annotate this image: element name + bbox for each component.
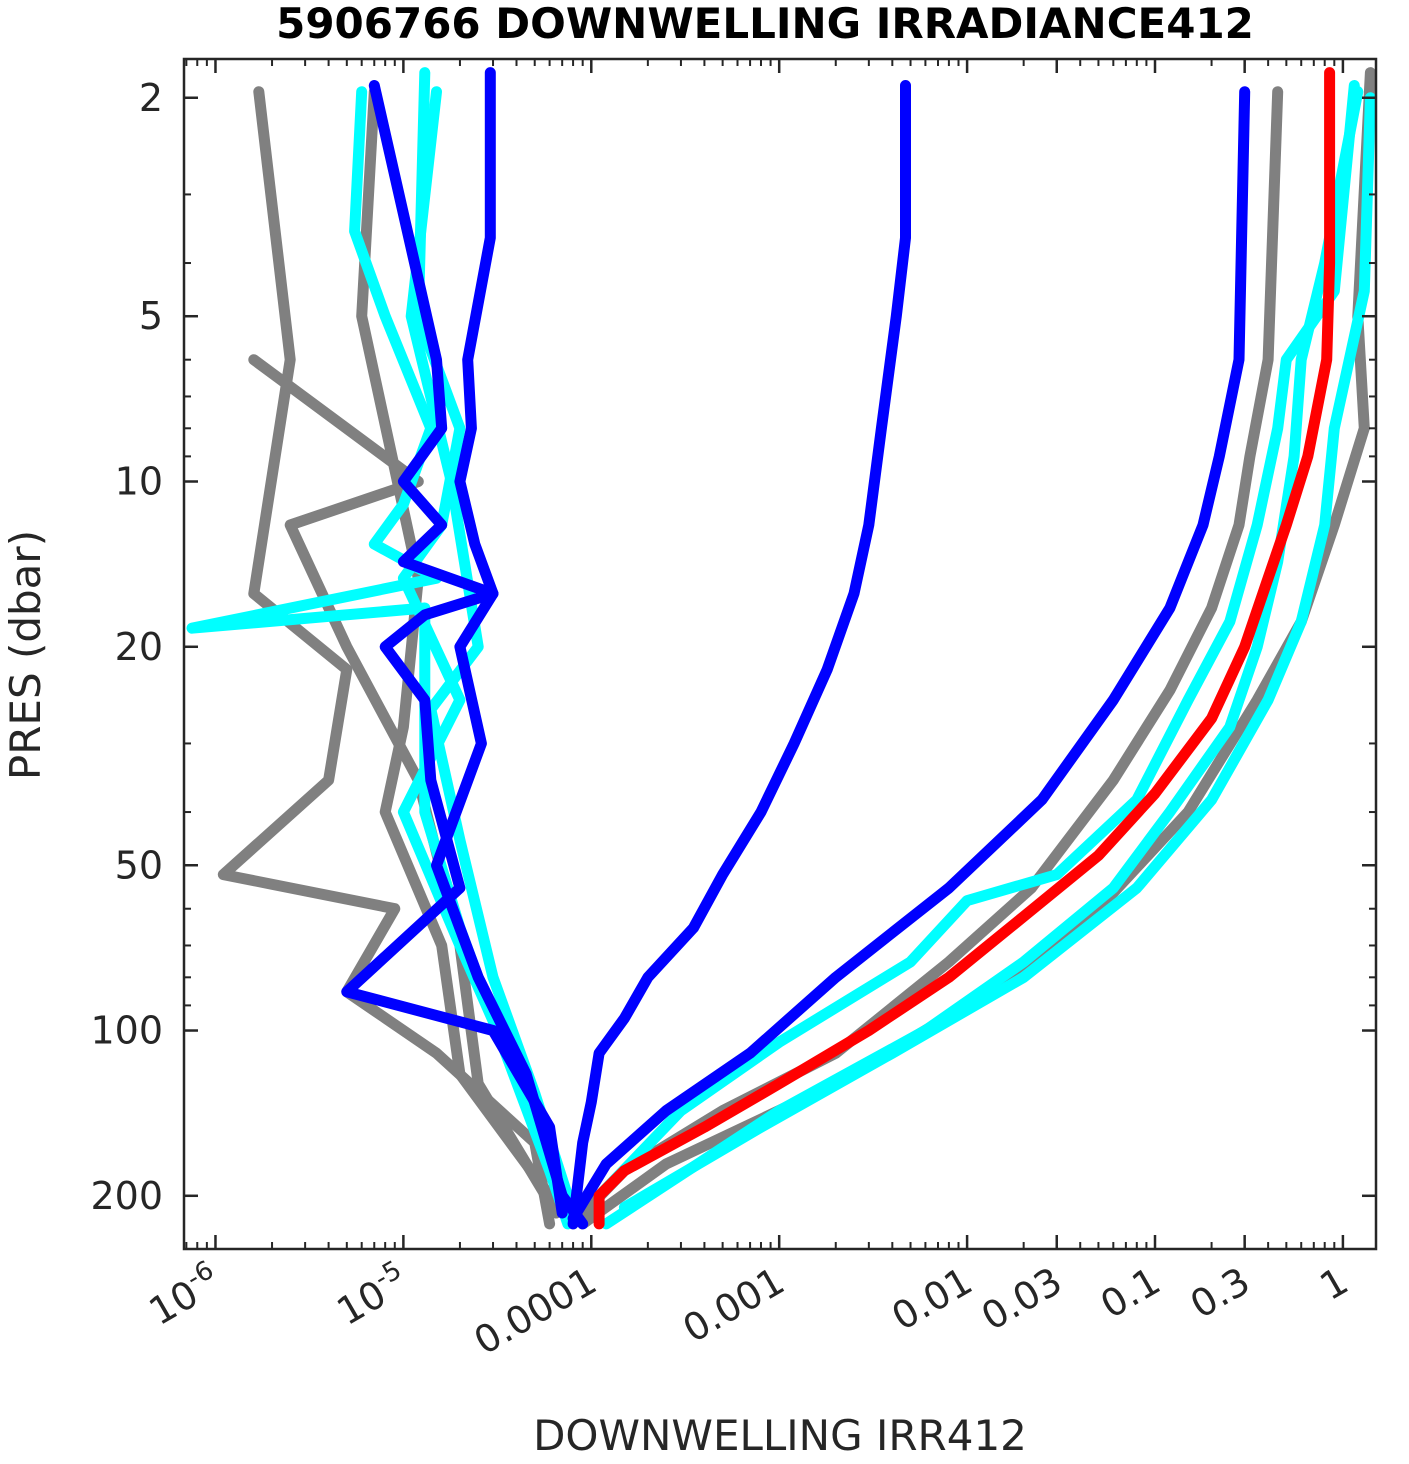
series-line-16 — [593, 67, 1336, 1230]
series-line-13 — [431, 67, 589, 1230]
x-tick-label: 0.0001 — [467, 1259, 604, 1364]
series-line-14 — [567, 80, 911, 1230]
y-tick-label: 5 — [139, 294, 163, 338]
y-tick-label: 100 — [90, 1009, 163, 1053]
chart-title: 5906766 DOWNWELLING IRRADIANCE412 — [276, 0, 1254, 48]
series-line-15 — [567, 86, 1251, 1224]
series-line-2 — [356, 86, 556, 1202]
x-tick-label: 1 — [1312, 1259, 1355, 1309]
y-tick-label: 50 — [115, 843, 163, 887]
x-tick-label: 0.001 — [675, 1259, 791, 1352]
series-line-9 — [593, 80, 1360, 1202]
ticks-layer: 10-6 10-5 0.0001 0.001 0.010.03 0.1 0.3 1 2 5 10 20… — [90, 59, 1376, 1363]
x-tick-label: 0.3 — [1183, 1259, 1257, 1327]
series-line-3 — [248, 354, 562, 1219]
x-tick-label: 10-5 — [328, 1255, 416, 1334]
y-axis-label: PRES (dbar) — [1, 530, 50, 780]
x-tick-label: 0.03 — [974, 1259, 1069, 1339]
x-axis-label: DOWNWELLING IRR412 — [533, 1411, 1027, 1460]
series-line-4 — [567, 86, 1284, 1230]
series-line-12 — [341, 80, 568, 1219]
y-tick-label: 10 — [115, 460, 163, 504]
x-tick-label: 0.1 — [1093, 1259, 1167, 1327]
y-tick-label: 2 — [139, 76, 163, 120]
y-tick-label: 200 — [90, 1174, 163, 1218]
x-tick-label: 0.01 — [884, 1259, 979, 1339]
x-tick-label: 10-6 — [140, 1255, 228, 1334]
y-tick-label: 20 — [115, 625, 163, 669]
series-layer — [186, 67, 1376, 1230]
series-line-11 — [600, 86, 1364, 1230]
